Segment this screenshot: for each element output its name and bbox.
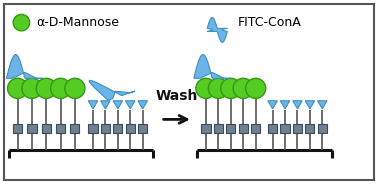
Bar bbox=[239, 124, 248, 133]
Text: Wash: Wash bbox=[156, 89, 198, 103]
Ellipse shape bbox=[13, 14, 29, 31]
Polygon shape bbox=[268, 101, 277, 109]
Ellipse shape bbox=[196, 78, 216, 98]
Ellipse shape bbox=[233, 78, 253, 98]
Polygon shape bbox=[194, 55, 231, 78]
Ellipse shape bbox=[208, 78, 228, 98]
Polygon shape bbox=[101, 101, 110, 109]
Ellipse shape bbox=[51, 78, 71, 98]
Polygon shape bbox=[113, 101, 122, 109]
FancyBboxPatch shape bbox=[5, 4, 373, 180]
Bar bbox=[42, 124, 51, 133]
Polygon shape bbox=[138, 101, 147, 109]
Bar bbox=[56, 124, 65, 133]
Polygon shape bbox=[305, 101, 314, 109]
Ellipse shape bbox=[221, 78, 241, 98]
Polygon shape bbox=[6, 55, 43, 78]
Bar bbox=[13, 124, 22, 133]
Bar bbox=[305, 124, 314, 133]
Polygon shape bbox=[318, 101, 327, 109]
Bar bbox=[27, 124, 37, 133]
Text: FITC-ConA: FITC-ConA bbox=[238, 16, 302, 29]
Bar bbox=[280, 124, 290, 133]
Bar bbox=[251, 124, 260, 133]
Bar bbox=[125, 124, 135, 133]
Bar bbox=[70, 124, 79, 133]
Ellipse shape bbox=[246, 78, 266, 98]
Ellipse shape bbox=[36, 78, 56, 98]
Bar bbox=[113, 124, 122, 133]
Polygon shape bbox=[88, 101, 98, 109]
Bar bbox=[268, 124, 277, 133]
Ellipse shape bbox=[22, 78, 42, 98]
Bar bbox=[318, 124, 327, 133]
Polygon shape bbox=[280, 101, 290, 109]
Polygon shape bbox=[89, 80, 135, 100]
Bar bbox=[293, 124, 302, 133]
Bar bbox=[101, 124, 110, 133]
Bar bbox=[226, 124, 235, 133]
Bar bbox=[201, 124, 211, 133]
Polygon shape bbox=[207, 17, 228, 42]
Text: α-D-Mannose: α-D-Mannose bbox=[36, 16, 119, 29]
Bar bbox=[214, 124, 223, 133]
Bar bbox=[88, 124, 98, 133]
Ellipse shape bbox=[8, 78, 28, 98]
Ellipse shape bbox=[65, 78, 85, 98]
Bar bbox=[138, 124, 147, 133]
Polygon shape bbox=[125, 101, 135, 109]
Polygon shape bbox=[293, 101, 302, 109]
